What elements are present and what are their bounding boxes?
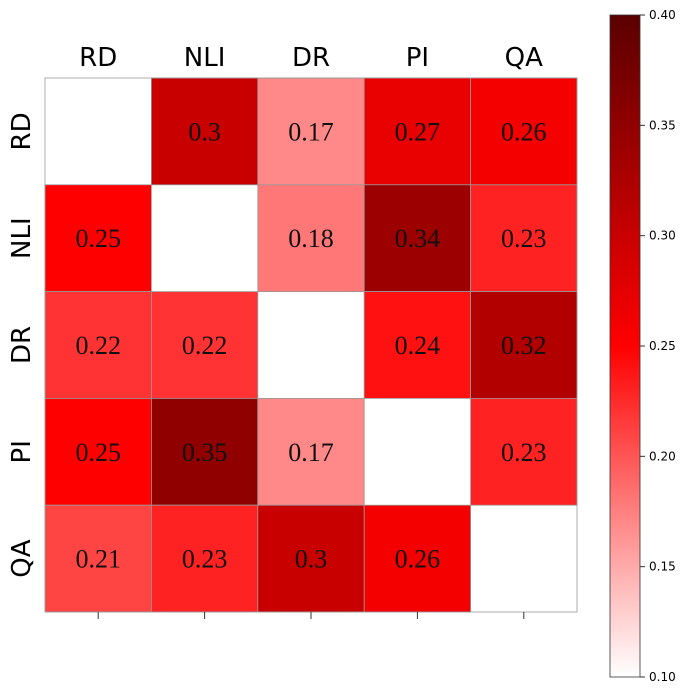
- heatmap-cell: [44, 397, 152, 506]
- colorbar: [609, 14, 641, 678]
- cell-label: 0.27: [395, 117, 441, 146]
- heatmap-cell: [44, 184, 152, 293]
- cell-label: 0.17: [288, 117, 334, 146]
- cell-label: 0.32: [501, 331, 547, 360]
- x-tick-label: DR: [292, 43, 330, 73]
- cell-label: 0.34: [395, 224, 441, 253]
- colorbar-tick-label: 0.20: [649, 449, 676, 463]
- heatmap-cell: [257, 397, 365, 506]
- cell-label: 0.23: [501, 224, 547, 253]
- colorbar-tick-label: 0.25: [649, 339, 676, 353]
- y-tick-label: PI: [7, 440, 37, 463]
- cell-label: 0.25: [75, 224, 121, 253]
- cell-label: 0.21: [75, 545, 121, 574]
- y-tick-label: QA: [7, 539, 37, 577]
- heatmap-cell: [363, 504, 472, 613]
- cell-label: 0.23: [182, 545, 228, 574]
- cell-label: 0.22: [182, 331, 228, 360]
- heatmap-cell: [470, 77, 578, 186]
- colorbar-tick-label: 0.40: [649, 8, 676, 22]
- heatmap-cell: [44, 504, 152, 613]
- colorbar-tick-label: 0.35: [649, 118, 676, 132]
- cell-label: 0.35: [182, 438, 228, 467]
- cell-label: 0.17: [288, 438, 334, 467]
- heatmap-cell: [150, 504, 259, 613]
- heatmap-cell: [150, 291, 259, 399]
- x-tick-label: PI: [406, 43, 429, 73]
- x-tick-label: RD: [79, 43, 117, 73]
- y-tick-label: DR: [7, 326, 37, 364]
- cell-label: 0.22: [75, 331, 121, 360]
- heatmap-cell: [150, 397, 259, 506]
- cell-label: 0.24: [395, 331, 441, 360]
- heatmap-cell: [470, 291, 578, 399]
- y-tick-label: NLI: [7, 217, 37, 259]
- heatmap-cell: [257, 184, 365, 293]
- heatmap-cell: [257, 77, 365, 186]
- y-tick-label: RD: [7, 112, 37, 150]
- x-tick-label: QA: [505, 43, 543, 73]
- heatmap-cell: [150, 77, 259, 186]
- heatmap-cell: [257, 504, 365, 613]
- cell-label: 0.23: [501, 438, 547, 467]
- cell-label: 0.26: [395, 545, 441, 574]
- x-tick-label: NLI: [184, 43, 226, 73]
- colorbar-tick-label: 0.30: [649, 229, 676, 243]
- heatmap-cell: [470, 184, 578, 293]
- cell-label: 0.3: [295, 545, 328, 574]
- colorbar-tick-label: 0.10: [649, 670, 676, 684]
- heatmap-cell: [470, 397, 578, 506]
- cell-label: 0.3: [188, 117, 221, 146]
- cell-label: 0.18: [288, 224, 334, 253]
- colorbar-tick-label: 0.15: [649, 560, 676, 574]
- cell-label: 0.25: [75, 438, 121, 467]
- cell-label: 0.26: [501, 117, 547, 146]
